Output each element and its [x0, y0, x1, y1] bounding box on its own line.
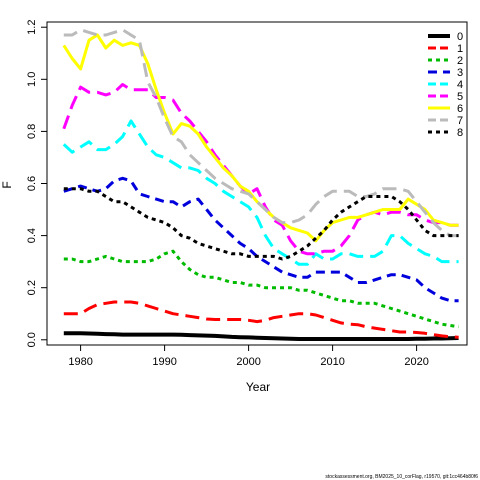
y-tick-label-0.2: 0.2 — [26, 280, 38, 295]
y-tick-label-0: 0.0 — [26, 332, 38, 347]
series-group — [62, 28, 459, 341]
legend-label-1: 1 — [457, 43, 463, 55]
legend-label-4: 4 — [457, 79, 463, 91]
series-line-3 — [63, 176, 459, 303]
legend-label-0: 0 — [457, 31, 463, 43]
y-tick-label-1: 1.0 — [26, 72, 38, 87]
y-tick-label-0.6: 0.6 — [26, 176, 38, 191]
y-axis-label: F — [0, 181, 14, 188]
series-line-0 — [63, 331, 459, 341]
series-line-2 — [63, 249, 459, 329]
series-line-4 — [62, 119, 459, 266]
x-axis: 1980 1990 2000 2010 2020 — [68, 345, 429, 368]
x-axis-label: Year — [246, 380, 270, 394]
series-line-8 — [63, 187, 459, 261]
x-tick-label-1980: 1980 — [68, 356, 92, 368]
x-tick-label-2000: 2000 — [236, 356, 260, 368]
y-tick-label-0.4: 0.4 — [26, 228, 38, 243]
series-line-5 — [62, 83, 459, 256]
y-tick-label-0.8: 0.8 — [26, 124, 38, 139]
legend-label-8: 8 — [457, 127, 463, 139]
series-line-1 — [63, 300, 459, 339]
legend-label-3: 3 — [457, 67, 463, 79]
x-tick-label-2020: 2020 — [404, 356, 428, 368]
x-tick-label-2010: 2010 — [320, 356, 344, 368]
series-line-7 — [63, 28, 459, 238]
legend-label-2: 2 — [457, 55, 463, 67]
x-tick-label-1990: 1990 — [152, 356, 176, 368]
y-tick-label-1.2: 1.2 — [26, 20, 38, 35]
legend-label-7: 7 — [457, 115, 463, 127]
y-axis: 0.0 0.2 0.4 0.6 0.8 1.0 1.2 — [26, 20, 47, 347]
legend-label-6: 6 — [457, 103, 463, 115]
legend-label-5: 5 — [457, 91, 463, 103]
footnote: stockassessment.org, BM2025_10_corFlag, … — [325, 474, 478, 480]
